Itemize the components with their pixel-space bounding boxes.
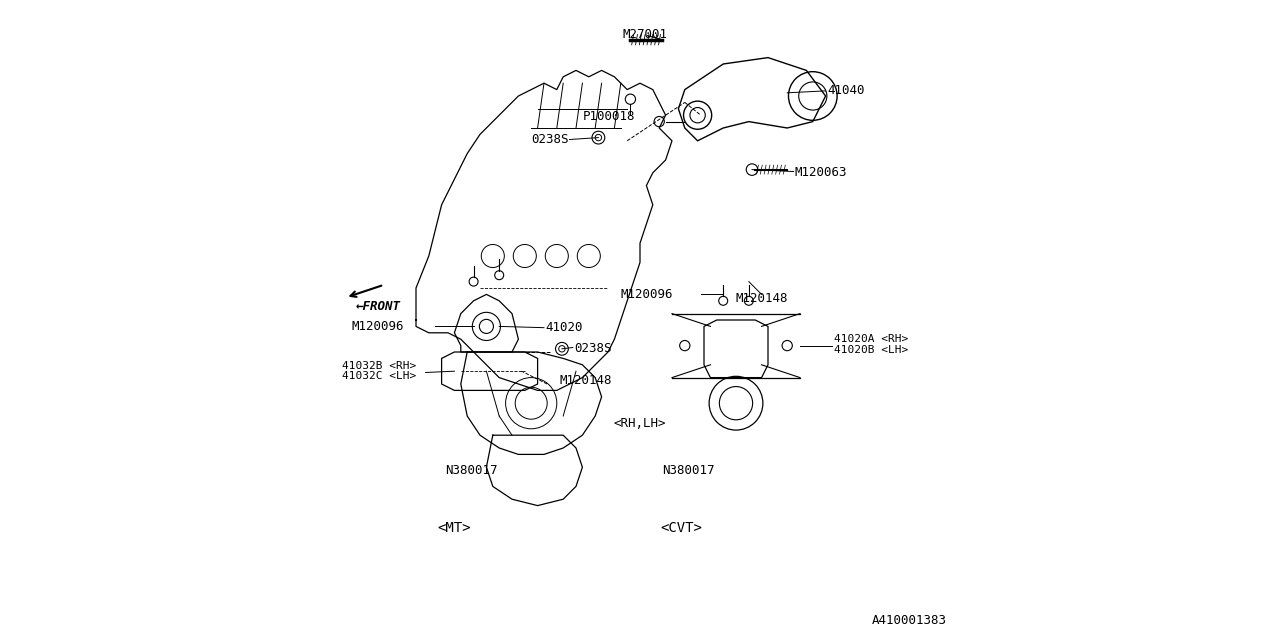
Text: 41040: 41040 (827, 84, 864, 97)
Text: ←FRONT: ←FRONT (356, 300, 401, 314)
Text: N380017: N380017 (663, 464, 716, 477)
Text: M120096: M120096 (352, 320, 404, 333)
Text: P100018: P100018 (582, 110, 635, 123)
Text: 41020: 41020 (545, 321, 582, 334)
Text: 41020A <RH>: 41020A <RH> (835, 334, 909, 344)
Text: M27001: M27001 (622, 28, 667, 42)
Text: 41020B <LH>: 41020B <LH> (835, 345, 909, 355)
Text: M120148: M120148 (561, 374, 613, 387)
Text: 41032C <LH>: 41032C <LH> (343, 371, 417, 381)
Text: <RH,LH>: <RH,LH> (613, 417, 666, 430)
Text: M120096: M120096 (621, 288, 673, 301)
Text: <CVT>: <CVT> (660, 521, 703, 535)
Text: M120063: M120063 (795, 166, 847, 179)
Text: N380017: N380017 (445, 464, 498, 477)
Text: A410001383: A410001383 (872, 614, 947, 627)
Text: 0238S: 0238S (531, 133, 568, 146)
Text: <MT>: <MT> (438, 521, 471, 535)
Text: 0238S: 0238S (575, 342, 612, 355)
Text: 41032B <RH>: 41032B <RH> (343, 361, 417, 371)
Text: M120148: M120148 (736, 292, 788, 305)
